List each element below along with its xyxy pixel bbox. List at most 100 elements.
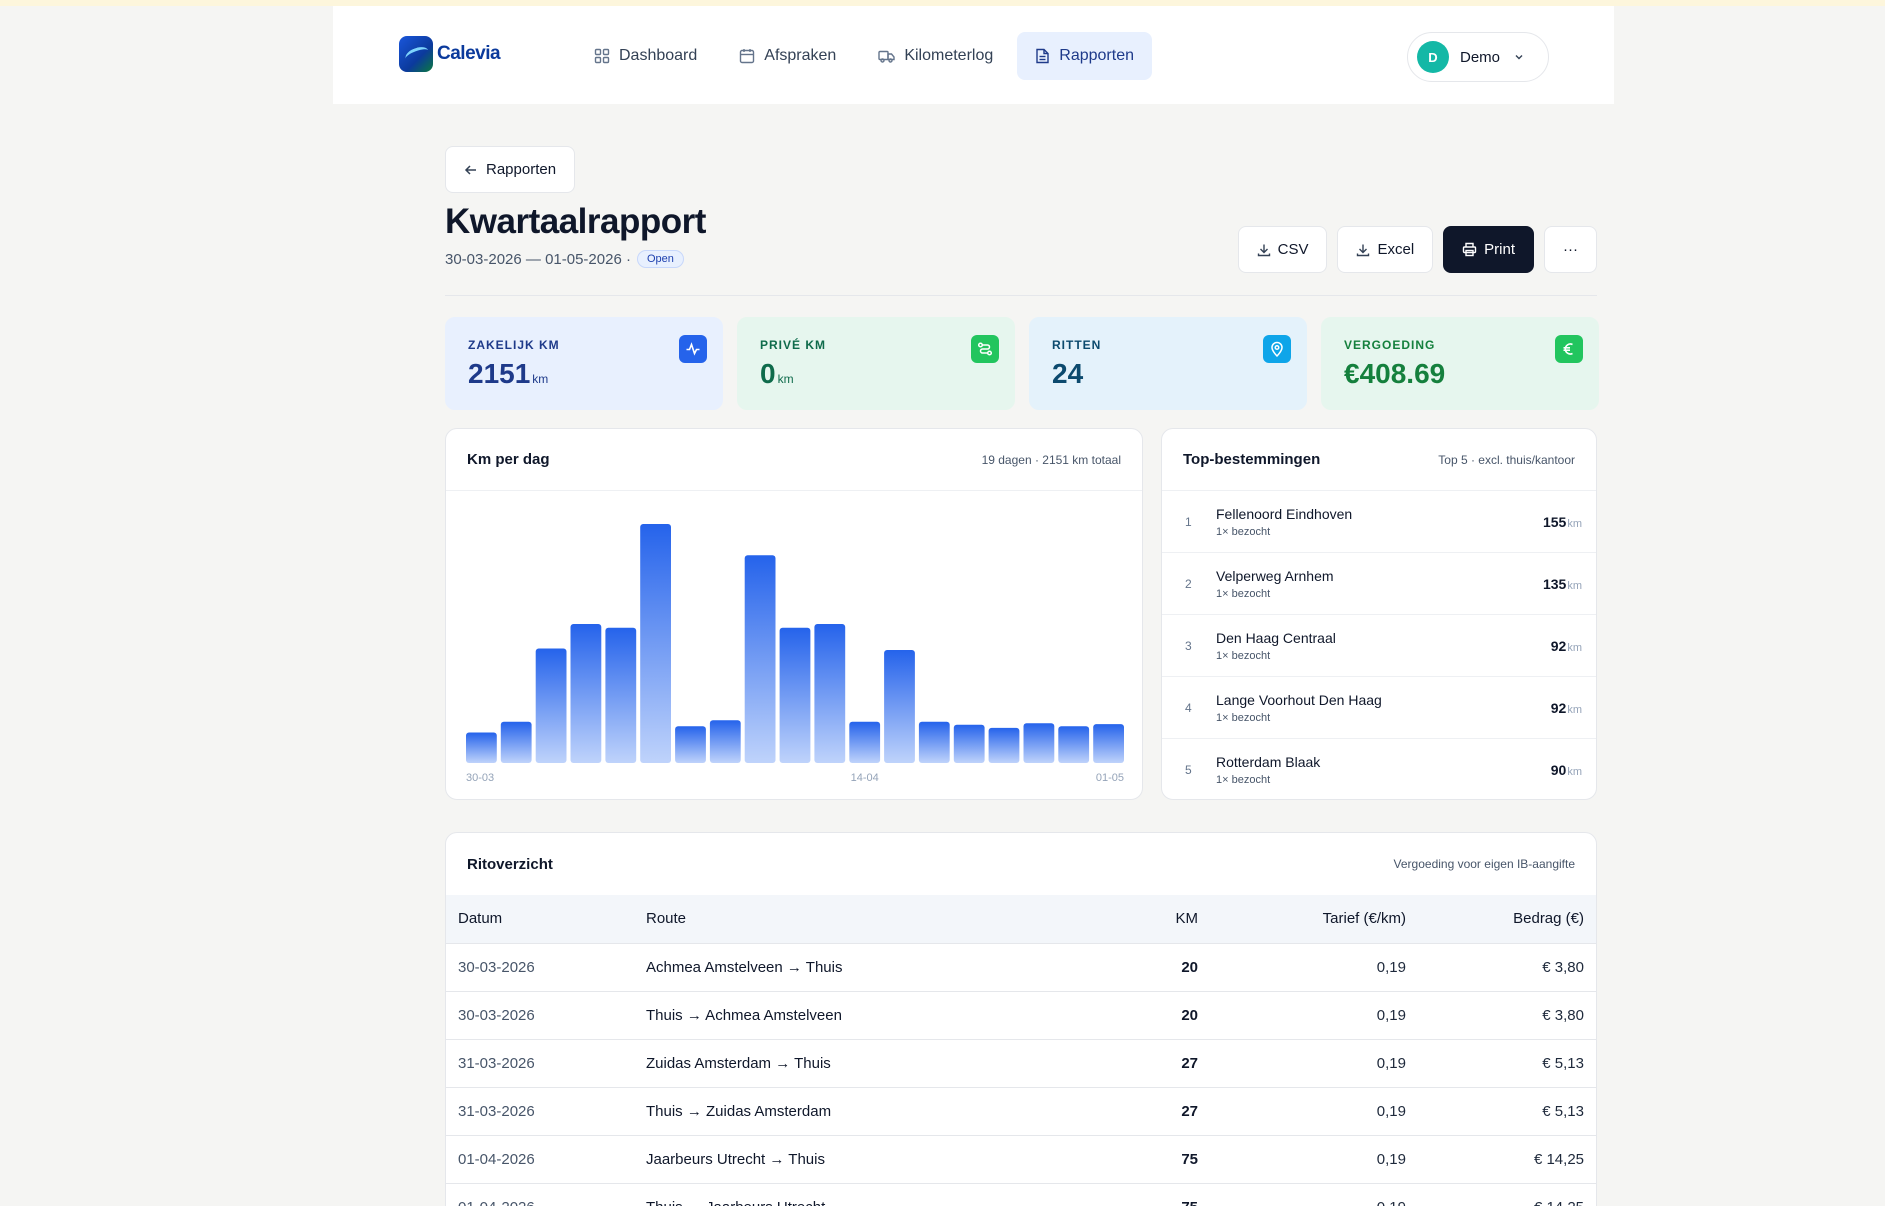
chart-bar-20-04[interactable] xyxy=(988,727,1020,763)
destination-visits: 1× bezocht xyxy=(1216,525,1271,538)
chart-bar-16-04[interactable] xyxy=(918,721,950,763)
destination-km: 92km xyxy=(1550,699,1582,716)
print-button[interactable]: Print xyxy=(1443,226,1534,273)
table-row[interactable]: 01-04-2026 Jaarbeurs Utrecht → Thuis 75 0,1… xyxy=(446,1135,1596,1184)
back-label: Rapporten xyxy=(486,161,557,178)
status-badge: Open xyxy=(636,250,684,268)
stat-value: €408.69 xyxy=(1344,358,1446,389)
destination-km: 155km xyxy=(1542,513,1582,530)
chart-bar-08-04[interactable] xyxy=(709,720,741,763)
cell-km: 75 xyxy=(1030,1183,1210,1206)
report-period-line: 30-03-2026 — 01-05-2026 · Open xyxy=(445,250,684,268)
chart-bar-17-04[interactable] xyxy=(953,724,985,763)
destination-rank: 4 xyxy=(1185,700,1192,715)
chart-bar-30-03[interactable] xyxy=(466,732,497,764)
stat-card-zakelijk-km: ZAKELIJK KM 2151 km xyxy=(445,317,723,410)
stat-label: RITTEN xyxy=(1052,338,1102,352)
nav-item-kilometerlog[interactable]: Kilometerlog xyxy=(860,32,1011,80)
stat-label: PRIVÉ KM xyxy=(760,338,827,352)
chart-bar-31-03[interactable] xyxy=(500,721,532,763)
x-tick-label: 30-03 xyxy=(466,772,494,784)
table-row[interactable]: 31-03-2026 Zuidas Amsterdam → Thuis 27 0,19… xyxy=(446,1039,1596,1088)
trips-title: Ritoverzicht xyxy=(467,855,553,873)
col-amount[interactable]: Bedrag (€) xyxy=(1418,895,1596,944)
cell-date: 31-03-2026 xyxy=(446,1039,634,1088)
csv-export-button[interactable]: CSV xyxy=(1237,226,1328,273)
nav-item-afspraken[interactable]: Afspraken xyxy=(721,32,854,80)
chart-bar-10-04[interactable] xyxy=(779,627,811,763)
list-item[interactable]: 5 Rotterdam Blaak 1× bezocht 90km xyxy=(1162,739,1596,799)
nav-label: Kilometerlog xyxy=(904,47,994,64)
table-header-row: Datum Route KM Tarief (€/km) Bedrag (€) xyxy=(446,895,1596,944)
chart-bar-13-04[interactable] xyxy=(814,624,846,763)
cell-route: Thuis → Zuidas Amsterdam xyxy=(634,1087,1030,1136)
chart-title: Km per dag xyxy=(467,451,550,468)
chart-bar-01-04[interactable] xyxy=(535,648,567,764)
chart-bar-02-04[interactable] xyxy=(570,624,602,763)
destinations-list: 1 Fellenoord Eindhoven 1× bezocht 155km 2 Vel… xyxy=(1162,491,1596,799)
table-row[interactable]: 31-03-2026 Thuis → Zuidas Amsterdam 27 0,19… xyxy=(446,1087,1596,1136)
more-icon: ··· xyxy=(1563,241,1578,258)
col-date[interactable]: Datum xyxy=(446,895,634,944)
cell-km: 75 xyxy=(1030,1135,1210,1184)
list-item[interactable]: 3 Den Haag Centraal 1× bezocht 92km xyxy=(1162,615,1596,677)
destination-info: Velperweg Arnhem 1× bezocht xyxy=(1216,568,1334,600)
chart-bar-21-04[interactable] xyxy=(1023,723,1055,763)
destination-km: 90km xyxy=(1550,762,1582,778)
destination-name: Lange Voorhout Den Haag xyxy=(1216,691,1382,708)
destination-rank: 3 xyxy=(1185,638,1192,653)
trips-table: Datum Route KM Tarief (€/km) Bedrag (€) … xyxy=(446,895,1596,1206)
page-title: Kwartaalrapport xyxy=(445,202,706,241)
stats-row: ZAKELIJK KM 2151 km PRIVÉ KM 0 km RITTEN 2… xyxy=(445,317,1599,410)
cell-rate: 0,19 xyxy=(1210,1135,1418,1184)
arrow-left-icon xyxy=(464,164,476,175)
col-km[interactable]: KM xyxy=(1030,895,1210,944)
list-item[interactable]: 2 Velperweg Arnhem 1× bezocht 135km xyxy=(1162,553,1596,615)
destination-info: Lange Voorhout Den Haag 1× bezocht xyxy=(1216,692,1382,724)
chart-bar-07-04[interactable] xyxy=(675,726,706,763)
destination-km: 135km xyxy=(1542,575,1582,592)
list-item[interactable]: 1 Fellenoord Eindhoven 1× bezocht 155km xyxy=(1162,491,1596,553)
col-route[interactable]: Route xyxy=(634,895,1030,944)
nav-item-rapporten[interactable]: Rapporten xyxy=(1017,32,1152,80)
chart-bar-06-04[interactable] xyxy=(640,524,671,763)
trip-overview-card: Ritoverzicht Vergoeding voor eigen IB-aa… xyxy=(445,832,1597,1206)
destination-name: Rotterdam Blaak xyxy=(1216,754,1321,770)
printer-icon xyxy=(1462,242,1477,257)
stat-card-vergoeding: VERGOEDING €408.69 xyxy=(1321,317,1599,410)
destinations-meta: Top 5 · excl. thuis/kantoor xyxy=(1438,452,1575,467)
chart-bar-01-05[interactable] xyxy=(1093,724,1124,763)
back-button[interactable]: Rapporten xyxy=(445,146,576,193)
stat-card-prive-km: PRIVÉ KM 0 km xyxy=(737,317,1015,410)
card-header: Km per dag 19 dagen · 2151 km totaal xyxy=(446,429,1142,491)
chart-bar-22-04[interactable] xyxy=(1058,726,1090,763)
chart-bar-09-04[interactable] xyxy=(744,555,776,763)
chart-bar-15-04[interactable] xyxy=(884,650,915,763)
nav-item-dashboard[interactable]: Dashboard xyxy=(576,32,715,80)
cell-rate: 0,19 xyxy=(1210,991,1418,1040)
user-menu-button[interactable]: D Demo xyxy=(1406,32,1549,82)
top-strip xyxy=(0,0,1885,6)
cell-date: 01-04-2026 xyxy=(446,1183,634,1206)
destination-name: Den Haag Centraal xyxy=(1216,629,1336,646)
table-row[interactable]: 30-03-2026 Achmea Amstelveen → Thuis 20 0,1… xyxy=(446,943,1596,992)
excel-export-button[interactable]: Excel xyxy=(1337,226,1434,273)
cell-route: Thuis → Achmea Amstelveen xyxy=(634,991,1030,1040)
list-item[interactable]: 4 Lange Voorhout Den Haag 1× bezocht 92km xyxy=(1162,677,1596,739)
brand-logo[interactable]: Calevia xyxy=(399,36,501,72)
more-options-button[interactable]: ··· xyxy=(1544,226,1597,273)
cell-date: 30-03-2026 xyxy=(446,943,634,992)
chart-bar-14-04[interactable] xyxy=(849,721,881,763)
col-rate[interactable]: Tarief (€/km) xyxy=(1210,895,1418,944)
download-icon xyxy=(1357,244,1370,256)
chart-bar-03-04[interactable] xyxy=(605,627,637,763)
cell-route: Achmea Amstelveen → Thuis xyxy=(634,943,1030,992)
table-row[interactable]: 30-03-2026 Thuis → Achmea Amstelveen 20 0,1… xyxy=(446,991,1596,1040)
cell-km: 20 xyxy=(1030,943,1210,992)
cell-route: Thuis → Jaarbeurs Utrecht xyxy=(634,1183,1030,1206)
app-header: Calevia Dashboard Afspraken Kilometerlog… xyxy=(333,6,1614,104)
destinations-title: Top-bestemmingen xyxy=(1183,451,1321,468)
destination-km: 92km xyxy=(1550,637,1582,654)
route-icon xyxy=(971,335,999,363)
